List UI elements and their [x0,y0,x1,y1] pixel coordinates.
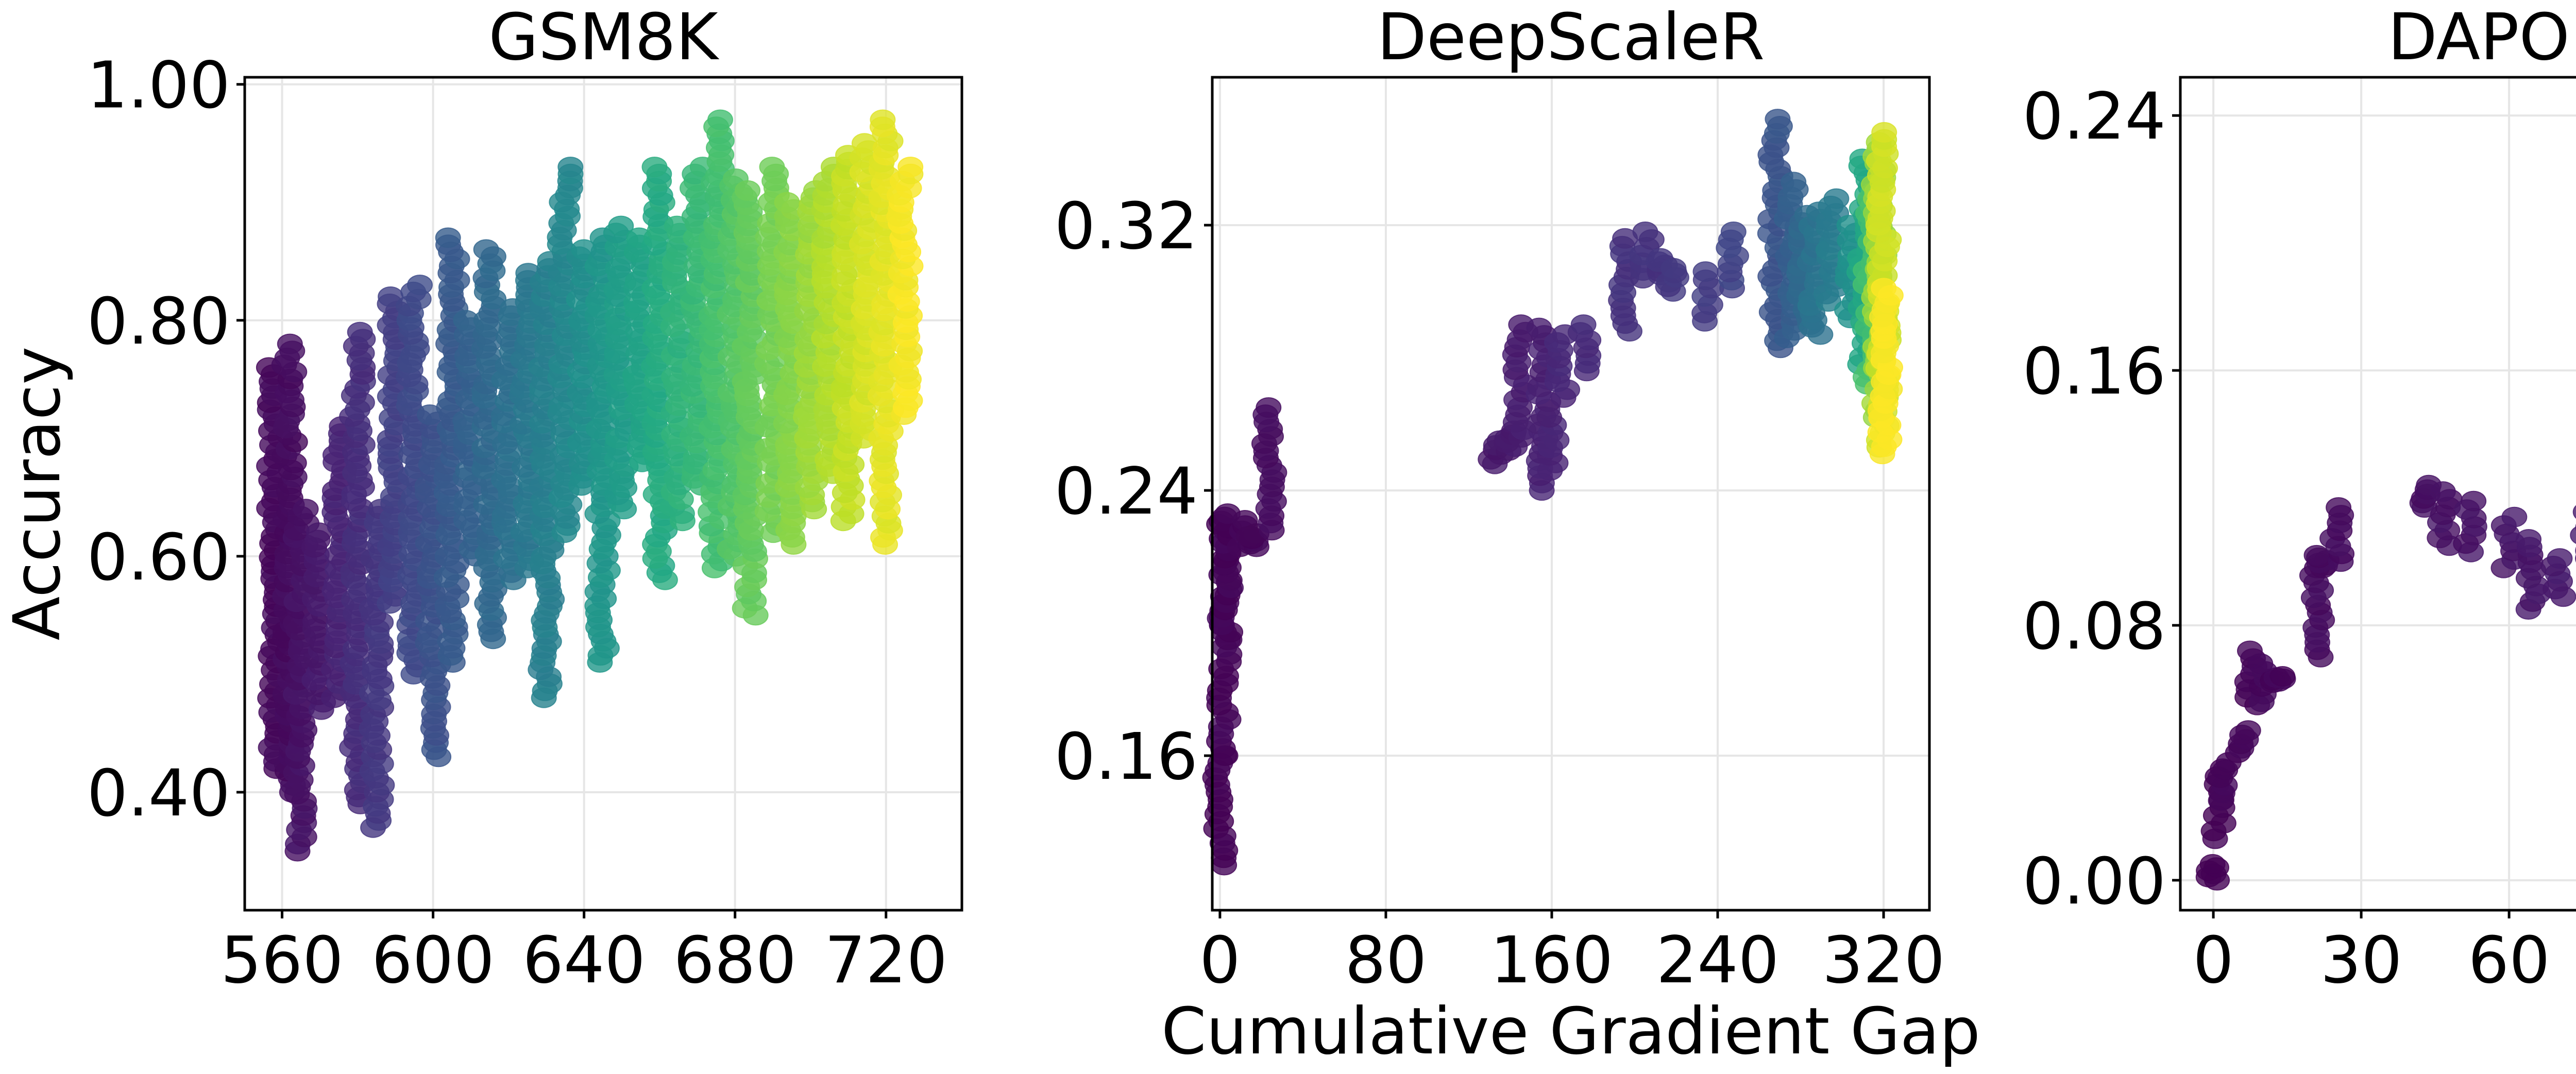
scatter-point [2326,497,2352,518]
scatter-point [2199,854,2226,875]
x-tick-label: 240 [1656,923,1780,998]
scatter-point [2430,481,2456,502]
scatter-point [774,192,800,213]
scatter-point [407,275,433,296]
scatter-point [2235,720,2261,741]
y-tick-label: 1.00 [87,48,230,123]
x-axis-label: Cumulative Gradient Gap [1161,994,1980,1069]
scatter-point [707,109,733,130]
y-tick-label: 0.40 [87,756,230,831]
panel-title: GSM8K [488,0,720,75]
scatter-point [2516,529,2542,550]
panel-dapo17k: 0306090120 0.000.080.160.24 DAPO17k [2023,0,2576,998]
scatter-point [2461,490,2487,512]
x-tick-label: 80 [1345,923,1427,998]
scatter-point [1692,261,1719,282]
scatter-point [1570,314,1597,335]
scatter-point [2570,526,2576,544]
scatter-point [608,215,634,236]
panel-deepscaler: 0 80 160 240 320 0.16 0.24 0.32 DeepScaleR Cum… [1055,0,1980,1069]
scatter-point [735,180,761,201]
scatter-point [2572,505,2576,519]
scatter-point [1765,109,1791,130]
axes-frame [2179,76,2576,912]
scatter-point [1720,221,1747,242]
x-tick-label: 560 [221,923,344,998]
scatter-point [2303,544,2330,566]
scatter-points [2195,474,2576,891]
x-tick-label: 30 [2320,923,2402,998]
scatter-point [293,499,319,520]
scatter-points [1202,109,1904,876]
scatter-point [2247,653,2274,674]
scatter-point [557,157,584,178]
x-tick-label: 0 [1199,923,1241,998]
y-tick-label: 0.00 [2023,844,2166,919]
scatter-point [870,109,896,130]
x-tick-label: 0 [2193,923,2234,998]
y-tick-label: 0.24 [1055,454,1198,529]
axes-frame [1211,76,1931,912]
x-tick-label: 600 [371,923,495,998]
y-ticks: 0.00 0.08 0.16 0.24 [2023,79,2180,919]
scatter-point [277,333,303,354]
panel-title: DAPO17k [2388,0,2576,75]
x-tick-label: 640 [522,923,646,998]
panel-title: DeepScaleR [1377,0,1765,75]
scatter-point [1536,407,1563,428]
x-tick-label: 720 [824,923,947,998]
scatter-point [2501,506,2528,527]
x-ticks: 560 600 640 680 720 [221,910,947,998]
x-tick-label: 320 [1822,923,1945,998]
scatter-point [435,227,461,248]
scatter-point [1526,317,1552,338]
y-tick-label: 0.80 [87,284,230,359]
y-tick-label: 0.16 [2023,334,2166,409]
scatter-point [1256,397,1282,418]
x-tick-label: 160 [1490,923,1614,998]
axes-frame [243,76,963,912]
scatter-point [641,157,668,178]
scatter-point [1823,188,1850,209]
scatter-point [1660,258,1687,279]
y-tick-label: 0.60 [87,520,230,595]
x-tick-label: 680 [673,923,796,998]
scatter-point [1871,122,1897,143]
scatter-point [347,321,373,343]
scatter-point [473,239,499,260]
y-tick-label: 0.08 [2023,589,2166,664]
scatter-point [897,157,924,178]
y-tick-label: 0.24 [2023,79,2166,154]
x-tick-label: 60 [2468,923,2550,998]
y-tick-label: 0.32 [1055,189,1198,264]
scatter-point [759,157,785,178]
y-axis-label: Accuracy [0,347,75,641]
x-ticks: 0 80 160 240 320 [1199,910,1945,998]
x-ticks: 0306090120 [2193,910,2550,998]
scatter-point [1632,221,1658,242]
scatter-point [1781,172,1807,193]
y-ticks: 0.40 0.60 0.80 1.00 [87,48,245,831]
y-tick-label: 0.16 [1055,720,1198,794]
y-ticks: 0.16 0.24 0.32 [1055,189,1212,794]
gridlines [2180,77,2576,910]
scatter-points [256,109,924,862]
scatter-point [1871,278,1897,299]
panel-gsm8k: 560 600 640 680 720 0.40 0.60 0.80 1.00 GSM8K A… [0,0,963,998]
scatter-point [2269,666,2296,687]
scatter-point [2547,548,2573,569]
